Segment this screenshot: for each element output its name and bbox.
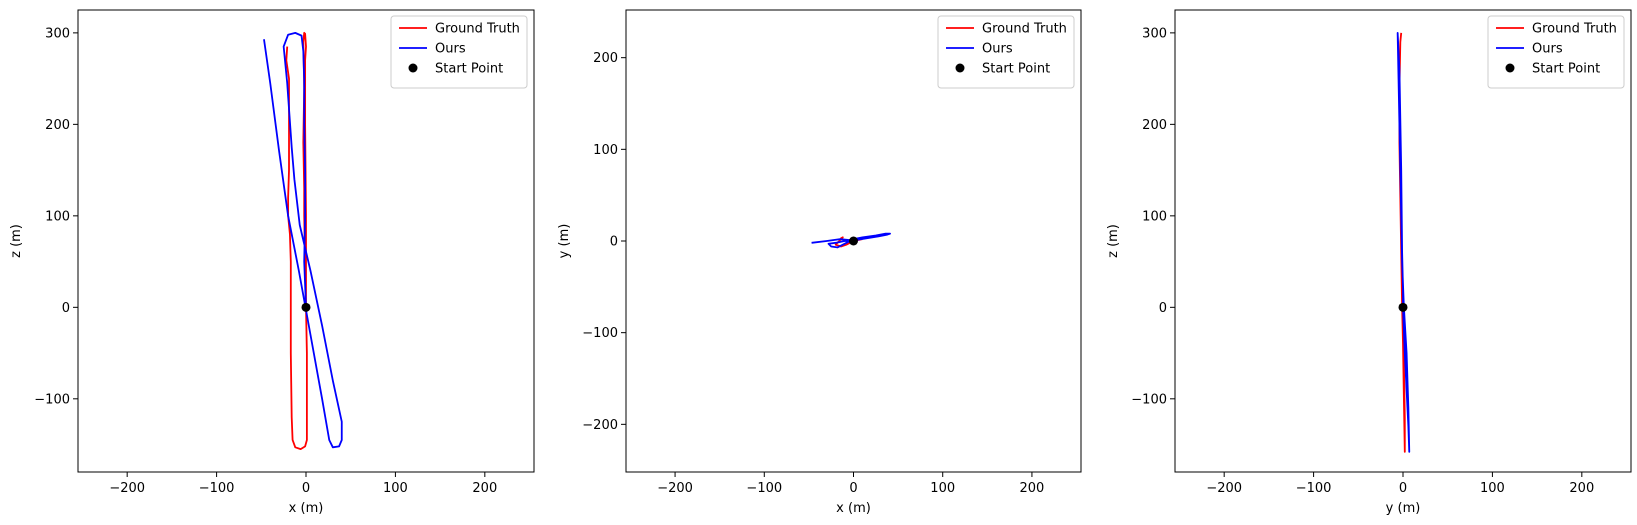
legend: Ground Truth Ours Start Point <box>937 15 1075 89</box>
x-tick-label: 200 <box>472 481 497 496</box>
x-tick-label: 100 <box>383 481 408 496</box>
y-tick-label: −100 <box>34 392 70 407</box>
legend-box <box>390 15 528 89</box>
y-axis-label: y (m) <box>557 224 572 259</box>
y-tick-label: 300 <box>1142 26 1167 41</box>
x-tick-label: 0 <box>1399 481 1407 496</box>
y-tick-label: 200 <box>593 51 618 66</box>
chart-panel-2: −200 −100 0 100 200 −200 −100 0 100 200 x (m) y (m)… <box>557 9 1082 516</box>
y-tick-label: 100 <box>1142 209 1167 224</box>
x-tick-label: −100 <box>746 481 782 496</box>
x-tick-label: 100 <box>1480 481 1505 496</box>
legend-label: Start Point <box>982 62 1050 77</box>
legend-box <box>937 15 1075 89</box>
x-tick-label: 0 <box>849 481 857 496</box>
y-tick-label: 100 <box>593 143 618 158</box>
legend-marker-start-point <box>408 63 418 73</box>
start-point-marker <box>301 302 311 312</box>
y-tick-label: 0 <box>1159 301 1167 316</box>
legend: Ground Truth Ours Start Point <box>390 15 528 89</box>
y-tick-label: 200 <box>45 118 70 133</box>
start-point-marker <box>1398 302 1408 312</box>
y-axis-label: z (m) <box>9 224 24 258</box>
y-tick-label: 200 <box>1142 118 1167 133</box>
ours-line <box>263 31 343 449</box>
x-axis-label: x (m) <box>836 501 871 516</box>
x-tick-label: −200 <box>109 481 145 496</box>
x-tick-label: 200 <box>1569 481 1594 496</box>
ours-line <box>1396 31 1411 453</box>
legend-label: Start Point <box>1532 62 1600 77</box>
x-tick-label: 0 <box>302 481 310 496</box>
y-tick-label: −100 <box>1131 392 1167 407</box>
legend-label: Ours <box>435 42 466 57</box>
y-tick-label: 100 <box>45 209 70 224</box>
x-tick-label: −100 <box>199 481 235 496</box>
x-tick-label: −200 <box>657 481 693 496</box>
legend-label: Start Point <box>435 62 503 77</box>
x-tick-label: 200 <box>1020 481 1045 496</box>
legend: Ground Truth Ours Start Point <box>1487 15 1625 89</box>
y-tick-label: 300 <box>45 26 70 41</box>
x-axis-label: y (m) <box>1386 501 1421 516</box>
y-axis-label: z (m) <box>1106 224 1121 258</box>
start-point-marker <box>849 236 858 246</box>
x-axis-label: x (m) <box>289 501 324 516</box>
legend-label: Ground Truth <box>982 22 1067 37</box>
x-tick-label: 100 <box>930 481 955 496</box>
x-tick-label: −100 <box>1296 481 1332 496</box>
legend-label: Ground Truth <box>435 22 520 37</box>
legend-label: Ours <box>982 42 1013 57</box>
legend-box <box>1487 15 1625 89</box>
chart-panel-1: −200 −100 0 100 200 −100 0 100 200 300 x (m) z (m) G… <box>9 9 535 516</box>
y-tick-label: 0 <box>62 301 70 316</box>
y-tick-label: −200 <box>582 418 618 433</box>
y-tick-label: 0 <box>610 235 618 250</box>
legend-label: Ours <box>1532 42 1563 57</box>
legend-marker-start-point <box>955 63 965 73</box>
legend-label: Ground Truth <box>1532 22 1617 37</box>
x-tick-label: −200 <box>1206 481 1242 496</box>
y-tick-label: −100 <box>582 326 618 341</box>
legend-marker-start-point <box>1505 63 1515 73</box>
chart-panel-3: −200 −100 0 100 200 −100 0 100 200 300 y (m) z (m) G… <box>1106 9 1632 516</box>
